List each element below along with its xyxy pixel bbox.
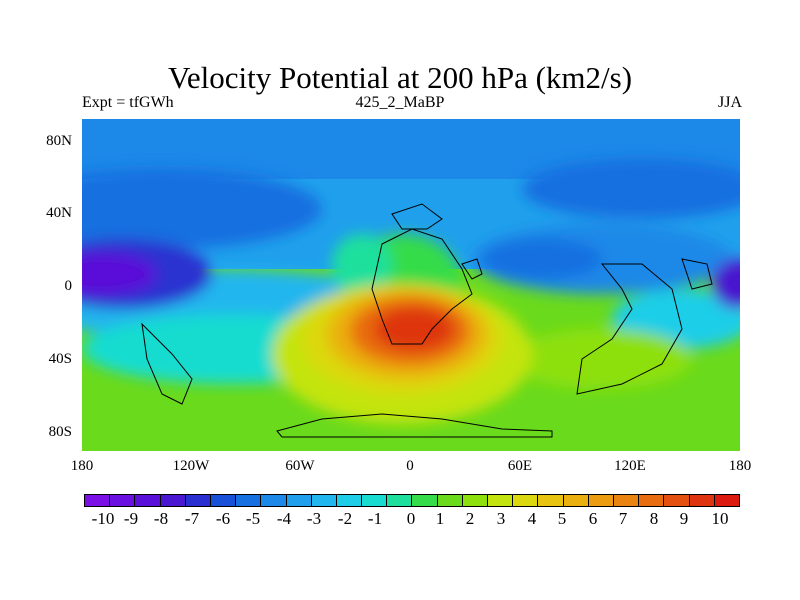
velocity-potential-map — [82, 119, 740, 451]
colorbar-cell — [688, 494, 715, 507]
colorbar-label: 8 — [649, 509, 659, 528]
east-asia-negative-band — [522, 159, 740, 219]
colorbar-label: 3 — [496, 509, 506, 528]
colorbar-cell — [361, 494, 388, 507]
colorbar-cell — [537, 494, 564, 507]
africa-high-red — [374, 307, 454, 351]
colorbar-cell — [411, 494, 438, 507]
dateline-low-inner — [82, 252, 157, 296]
x-tick-120e: 120E — [614, 458, 646, 474]
colorbar-label: 6 — [588, 509, 598, 528]
indian-ocean-green — [512, 329, 692, 389]
y-tick-40n: 40N — [46, 205, 72, 221]
x-tick-180w: 180 — [70, 458, 94, 474]
colorbar-label: -9 — [123, 509, 139, 528]
coastlines — [141, 203, 713, 438]
colorbar-label: -10 — [91, 509, 115, 528]
colorbar-cell — [84, 494, 111, 507]
colorbar-cell — [184, 494, 211, 507]
colorbar-cell — [461, 494, 488, 507]
dateline-low-east — [712, 259, 740, 309]
colorbar-label: 5 — [557, 509, 567, 528]
colorbar-label: 4 — [527, 509, 537, 528]
europe-outline — [391, 203, 443, 230]
map-panel — [82, 119, 740, 451]
colorbar-label: -7 — [184, 509, 200, 528]
colorbar-label: 1 — [435, 509, 445, 528]
colorbar-label: -3 — [306, 509, 322, 528]
colorbar-cell — [612, 494, 640, 507]
colorbar-cell — [310, 494, 337, 507]
y-tick-40s: 40S — [48, 351, 72, 367]
colorbar-cell — [260, 494, 287, 507]
antarctica-outline — [276, 413, 553, 438]
colorbar-label: -6 — [215, 509, 231, 528]
y-tick-0: 0 — [64, 278, 73, 294]
colorbar-cell — [436, 494, 463, 507]
australia-outline — [576, 263, 683, 395]
colorbar-label: -4 — [276, 509, 292, 528]
plot-title: Velocity Potential at 200 hPa (km2/s) — [167, 60, 633, 95]
colorbar-label: -5 — [245, 509, 261, 528]
experiment-label: Expt = tfGWh — [82, 94, 174, 111]
x-tick-120w: 120W — [172, 458, 210, 474]
arabia-outline — [461, 258, 483, 280]
colorbar-cell — [386, 494, 413, 507]
africa-outline — [371, 228, 473, 345]
colorbar-cell — [512, 494, 539, 507]
colorbar-label: -8 — [153, 509, 169, 528]
colorbar-cell — [638, 494, 665, 507]
colorbar-cell — [209, 494, 237, 507]
colorbar-label: -2 — [337, 509, 353, 528]
x-tick-180e: 180 — [728, 458, 752, 474]
colorbar-cell — [159, 494, 186, 507]
case-label: 425_2_MaBP — [355, 94, 445, 111]
colorbar-label: 9 — [679, 509, 689, 528]
colorbar-label: 2 — [465, 509, 475, 528]
colorbar-label: 0 — [406, 509, 416, 528]
colorbar-cell — [587, 494, 614, 507]
x-tick-0: 0 — [406, 458, 414, 474]
colorbar-cell — [663, 494, 690, 507]
colorbar-cell — [235, 494, 262, 507]
island-outline — [681, 258, 713, 290]
colorbar-label: 7 — [618, 509, 628, 528]
season-label: JJA — [717, 94, 742, 111]
colorbar-cell — [487, 494, 514, 507]
y-tick-80n: 80N — [46, 133, 72, 149]
y-tick-80s: 80S — [48, 424, 72, 440]
colorbar-cell — [713, 494, 740, 507]
colorbar-cell — [109, 494, 136, 507]
colorbar-cell — [562, 494, 589, 507]
colorbar — [84, 494, 740, 507]
colorbar-cell — [134, 494, 161, 507]
colorbar-cell — [285, 494, 312, 507]
north-pacific-negative — [82, 169, 322, 249]
asia-minimum — [482, 239, 602, 279]
colorbar-label: 10 — [711, 509, 729, 528]
atlantic-teal — [332, 234, 392, 294]
south-america-outline — [141, 322, 193, 405]
x-tick-60w: 60W — [285, 458, 315, 474]
x-tick-60e: 60E — [507, 458, 533, 474]
colorbar-label: -1 — [367, 509, 383, 528]
colorbar-cell — [335, 494, 363, 507]
